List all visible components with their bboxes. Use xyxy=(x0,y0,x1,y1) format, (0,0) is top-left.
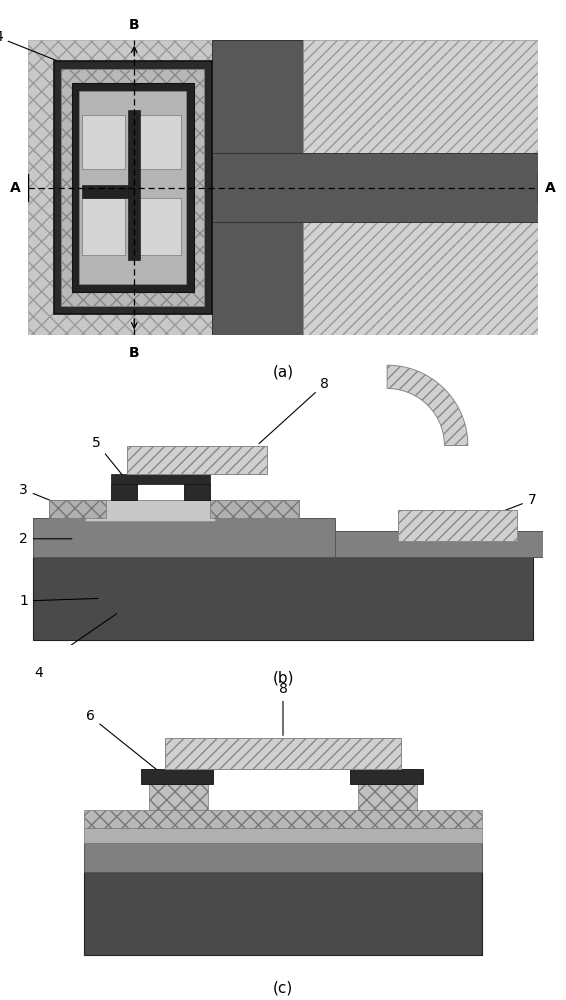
Text: (c): (c) xyxy=(273,981,293,996)
Bar xyxy=(71,83,194,292)
Bar xyxy=(49,500,299,518)
Bar xyxy=(213,769,353,810)
Bar xyxy=(85,500,215,521)
Text: B: B xyxy=(129,18,140,32)
Bar xyxy=(111,484,137,500)
Bar xyxy=(358,784,418,810)
Bar xyxy=(84,828,482,843)
Text: (a): (a) xyxy=(272,364,294,379)
Bar xyxy=(184,484,210,500)
Text: (b): (b) xyxy=(272,671,294,686)
Text: 2: 2 xyxy=(19,532,72,546)
Text: A: A xyxy=(10,180,20,194)
Text: 8: 8 xyxy=(259,377,329,444)
Text: B: B xyxy=(129,346,140,360)
Bar xyxy=(82,115,125,169)
Text: 5: 5 xyxy=(92,436,130,485)
Bar xyxy=(82,185,128,198)
Bar xyxy=(84,843,482,872)
Text: 4: 4 xyxy=(34,666,42,680)
Bar xyxy=(350,769,423,784)
Bar xyxy=(148,784,208,810)
Bar xyxy=(84,810,482,828)
Bar xyxy=(128,110,140,260)
Bar xyxy=(335,531,543,557)
Bar xyxy=(127,446,267,474)
Text: 4: 4 xyxy=(0,30,56,60)
Text: 8: 8 xyxy=(278,682,288,735)
Bar xyxy=(397,510,517,541)
Text: 6: 6 xyxy=(86,709,162,774)
Text: 7: 7 xyxy=(468,493,537,525)
Polygon shape xyxy=(387,365,468,446)
Text: 1: 1 xyxy=(19,594,98,608)
Bar xyxy=(140,769,213,784)
Bar xyxy=(303,40,538,335)
Bar xyxy=(61,70,204,306)
Text: 3: 3 xyxy=(19,483,72,509)
Bar xyxy=(212,153,538,222)
Bar xyxy=(82,198,125,255)
Bar xyxy=(212,40,303,335)
Bar xyxy=(54,61,212,314)
Bar xyxy=(79,91,186,284)
Bar xyxy=(84,872,482,955)
Bar xyxy=(33,557,533,640)
Bar xyxy=(49,500,106,518)
Bar xyxy=(138,115,181,169)
Bar xyxy=(33,518,335,557)
Text: A: A xyxy=(546,180,556,194)
Bar xyxy=(111,474,210,484)
Bar xyxy=(165,738,401,769)
Bar xyxy=(138,198,181,255)
Bar xyxy=(210,500,299,518)
